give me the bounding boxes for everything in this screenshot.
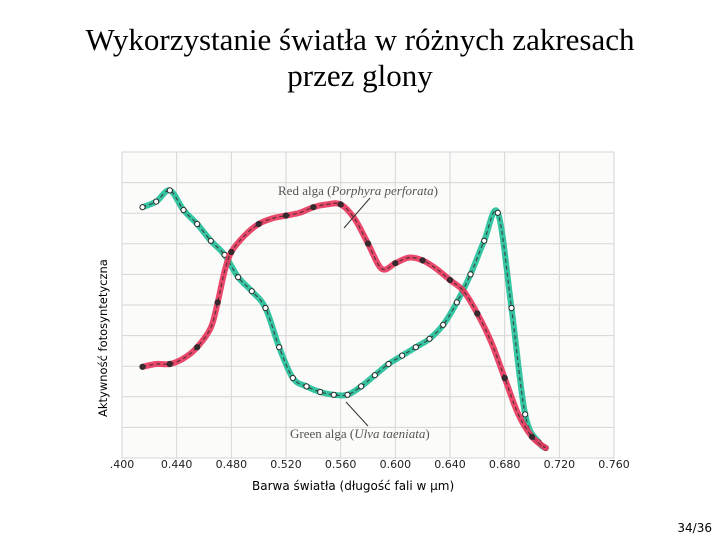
slide-title: Wykorzystanie światła w różnych zakresac… [0,22,720,94]
chart-annotations: Red alga (Porphyra perforata) Green alga… [278,183,438,441]
data-point-red [501,374,508,382]
x-tick-label: 0.720 [544,458,576,471]
data-point-red [337,201,344,208]
data-point-green [235,274,242,281]
data-point-green [207,237,214,244]
data-point-green [385,360,392,368]
data-point-green [371,372,378,379]
data-point-green [344,391,351,398]
series-species-red-alga: Porphyra perforata [330,183,434,198]
data-point-red [310,204,317,211]
data-point-green [522,411,529,418]
red-label-leader [343,197,371,229]
data-point-green [426,335,433,342]
x-tick-label: .400 [110,458,135,471]
data-point-green [399,352,406,359]
data-point-green [276,344,283,351]
title-line-1: Wykorzystanie światła w różnych zakresac… [85,22,635,57]
data-point-red [419,257,426,264]
data-point-green [508,304,515,312]
data-point-red [446,276,454,284]
data-point-green [358,383,365,390]
x-tick-label: 0.560 [325,458,357,471]
x-tick-label: 0.680 [489,458,521,471]
data-point-red [214,299,221,306]
data-point-green [440,321,447,328]
data-point-red [194,344,201,351]
series-name-red-alga: Red alga ( [278,183,331,198]
x-tick-label: 0.640 [434,458,466,471]
data-point-red [528,433,536,440]
data-point-green [453,299,460,306]
green-label-leader [345,401,369,427]
series-species-green-alga: Ulva taeniata [354,426,426,441]
data-point-red [364,240,372,247]
data-point-green [180,206,187,214]
data-point-red [392,260,399,267]
title-line-2: przez glony [287,58,433,93]
data-point-red [228,248,235,256]
data-point-green [153,198,160,205]
data-point-green [166,187,173,194]
data-point-red [166,360,173,368]
data-point-green [494,209,501,216]
series-name-green-alga: Green alga ( [290,426,354,441]
series-label-red-alga: Red alga (Porphyra perforata) [278,183,438,198]
x-tick-label: 0.760 [598,458,630,471]
data-point-green [467,271,474,278]
data-point-green [317,388,324,396]
data-point-green [262,304,269,312]
data-point-green [303,383,310,390]
x-tick-label: 0.520 [270,458,302,471]
data-point-green [248,288,255,295]
data-point-red [255,220,262,228]
data-point-red [282,212,290,219]
x-tick-label: 0.480 [216,458,248,471]
data-point-red [474,310,481,317]
data-point-green [289,374,296,382]
data-point-green [139,204,146,211]
x-tick-label: 0.600 [380,458,412,471]
data-point-green [330,391,337,398]
x-tick-labels: .400 0.440 0.480 0.520 0.560 0.600 0.640 0.680 0… [110,458,630,471]
chart-series [139,187,549,452]
chart-grid [121,151,615,459]
data-point-green [412,344,419,351]
y-axis-label: Aktywność fotosyntetyczna [96,259,110,417]
x-tick-label: 0.440 [161,458,193,471]
page-number: 34/36 [677,521,712,535]
data-point-green [194,220,201,228]
series-label-green-alga: Green alga (Ulva taeniata) [290,426,430,441]
data-point-green [481,237,488,244]
x-axis-label: Barwa światła (długość fali w μm) [252,479,455,493]
data-point-red [139,363,146,370]
